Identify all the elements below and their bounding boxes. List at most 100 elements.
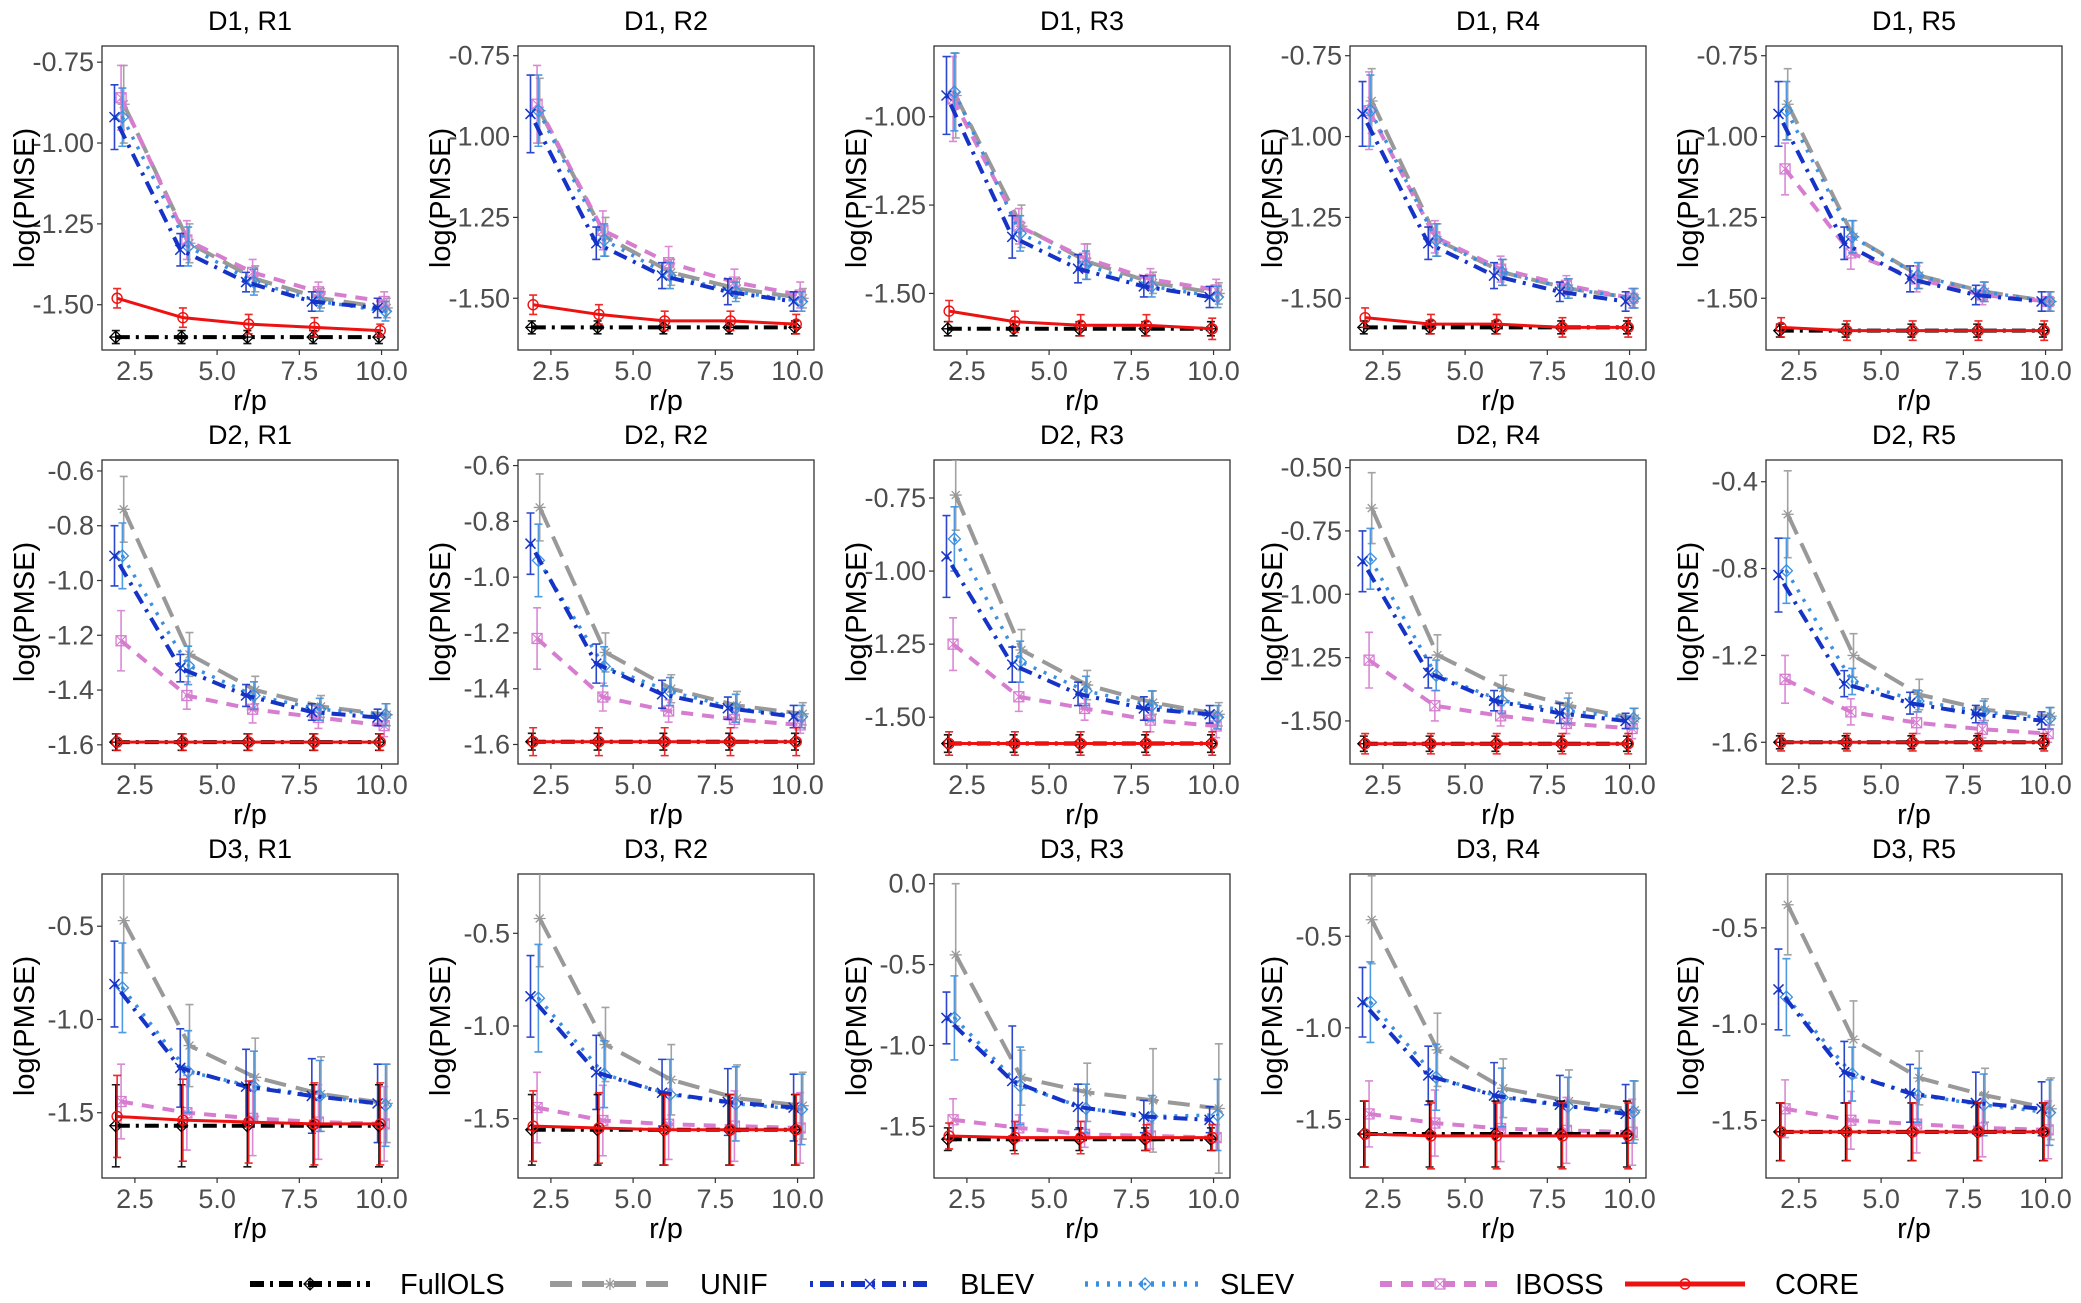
- data-point: [249, 272, 262, 285]
- series-layer: [108, 874, 393, 1168]
- data-point: [1365, 913, 1378, 926]
- x-tick-label: 7.5: [1113, 1184, 1151, 1214]
- panel-svg: D1, R4 -0.75 -1.00 -1.25 -1.50 2.5 5.0 7.5 10.0 r…: [1257, 6, 1656, 414]
- plot-area: [1765, 459, 2063, 765]
- legend-item-blev: BLEV: [810, 1269, 1035, 1301]
- y-axis-label: log(PMSE): [9, 128, 41, 268]
- data-point: [1620, 295, 1632, 308]
- data-point: [1356, 555, 1369, 567]
- data-point: [1013, 226, 1028, 241]
- data-point: [380, 301, 393, 314]
- series-unif: [949, 460, 1225, 727]
- data-point: [108, 330, 123, 344]
- data-point: [115, 92, 127, 104]
- x-tick-label: 7.5: [1945, 770, 1983, 800]
- series-line: [1367, 658, 1633, 731]
- data-point: [111, 1110, 123, 1123]
- x-tick-label: 7.5: [281, 770, 319, 800]
- data-point: [527, 735, 539, 748]
- series-core: [527, 294, 802, 335]
- x-tick-label: 2.5: [1780, 356, 1818, 386]
- data-point: [1072, 1101, 1084, 1113]
- panel-d1-r2: D1, R2 -0.75 -1.00 -1.25 -1.50 2.5 5.0 7.5 10.0 r…: [416, 0, 832, 414]
- x-tick-label: 7.5: [697, 770, 735, 800]
- y-tick-label: -0.75: [1696, 41, 1758, 71]
- panel-d1-r5: D1, R5 -0.75 -1.00 -1.25 -1.50 2.5 5.0 7.5 10.0 r…: [1664, 0, 2080, 414]
- data-point: [1626, 291, 1641, 306]
- data-point: [174, 330, 189, 344]
- series-blev: [1356, 80, 1632, 312]
- x-tick-label: 5.0: [198, 770, 236, 800]
- data-point: [1081, 1086, 1094, 1099]
- data-point: [1425, 318, 1437, 330]
- series-slev: [531, 523, 809, 729]
- data-point: [794, 294, 809, 309]
- y-tick-label: -0.50: [1280, 453, 1342, 483]
- series-blev: [524, 512, 800, 729]
- y-tick-label: -1.00: [1696, 122, 1758, 152]
- x-axis-label: r/p: [1065, 799, 1099, 828]
- series-layer: [1772, 874, 2057, 1162]
- data-point: [1429, 700, 1441, 712]
- series-line: [537, 997, 802, 1112]
- data-point: [943, 305, 955, 317]
- data-point: [1488, 270, 1500, 282]
- data-point: [306, 295, 318, 308]
- data-point: [1147, 696, 1160, 709]
- legend-label: SLEV: [1220, 1269, 1295, 1301]
- series-blev: [108, 524, 384, 727]
- data-point: [315, 1088, 328, 1101]
- y-tick-label: -1.5: [879, 1111, 926, 1141]
- y-axis-label: log(PMSE): [1257, 542, 1289, 682]
- y-axis-label: log(PMSE): [1257, 128, 1289, 268]
- data-point: [181, 689, 193, 702]
- data-point: [949, 489, 962, 502]
- y-tick-label: -0.75: [32, 47, 94, 77]
- series-core: [111, 733, 386, 752]
- data-point: [1212, 287, 1225, 300]
- legend-item-unif: UNIF: [550, 1269, 768, 1301]
- data-point: [665, 266, 678, 279]
- panel-title: D3, R4: [1456, 834, 1540, 864]
- data-point: [1847, 649, 1860, 662]
- data-point: [240, 276, 252, 288]
- x-tick-label: 2.5: [116, 356, 154, 386]
- y-tick-label: -0.6: [463, 451, 510, 481]
- data-point: [1781, 508, 1794, 521]
- x-axis-label: r/p: [1897, 1213, 1931, 1242]
- data-point: [1204, 708, 1216, 720]
- data-point: [1970, 708, 1982, 720]
- x-tick-label: 2.5: [948, 770, 986, 800]
- data-point: [1838, 1066, 1850, 1078]
- x-axis-label: r/p: [649, 1213, 683, 1242]
- legend-marker-icon: [1679, 1278, 1691, 1290]
- x-tick-label: 2.5: [532, 356, 570, 386]
- data-point: [2038, 324, 2050, 337]
- panel-svg: D3, R5 -0.5 -1.0 -1.5 2.5 5.0 7.5 10.0 r/p log(PM…: [1673, 834, 2072, 1242]
- series-core: [527, 1090, 802, 1166]
- y-tick-label: -1.0: [463, 1011, 510, 1041]
- panel-svg: D3, R1 -0.5 -1.0 -1.5 2.5 5.0 7.5 10.0 r/p log(PM…: [9, 834, 408, 1242]
- data-point: [1204, 291, 1216, 303]
- data-point: [722, 702, 734, 714]
- plot-area: [517, 459, 815, 765]
- y-tick-label: -0.5: [47, 911, 94, 941]
- series-core: [1359, 732, 1634, 755]
- legend-marker-icon: [604, 1278, 616, 1290]
- data-point: [1009, 1131, 1021, 1144]
- plot-area: [1349, 45, 1647, 351]
- data-point: [1422, 237, 1434, 249]
- y-axis-label: log(PMSE): [425, 542, 457, 682]
- y-tick-label: -1.0: [1295, 1013, 1342, 1043]
- y-axis-label: log(PMSE): [841, 956, 873, 1096]
- y-tick-label: -1.50: [1696, 283, 1758, 313]
- series-core: [943, 299, 1218, 341]
- data-point: [1781, 898, 1794, 911]
- data-point: [1488, 1090, 1500, 1102]
- data-point: [1972, 736, 1985, 748]
- y-axis-label: log(PMSE): [425, 128, 457, 268]
- data-point: [790, 735, 802, 748]
- data-point: [524, 990, 537, 1002]
- data-point: [308, 1118, 321, 1130]
